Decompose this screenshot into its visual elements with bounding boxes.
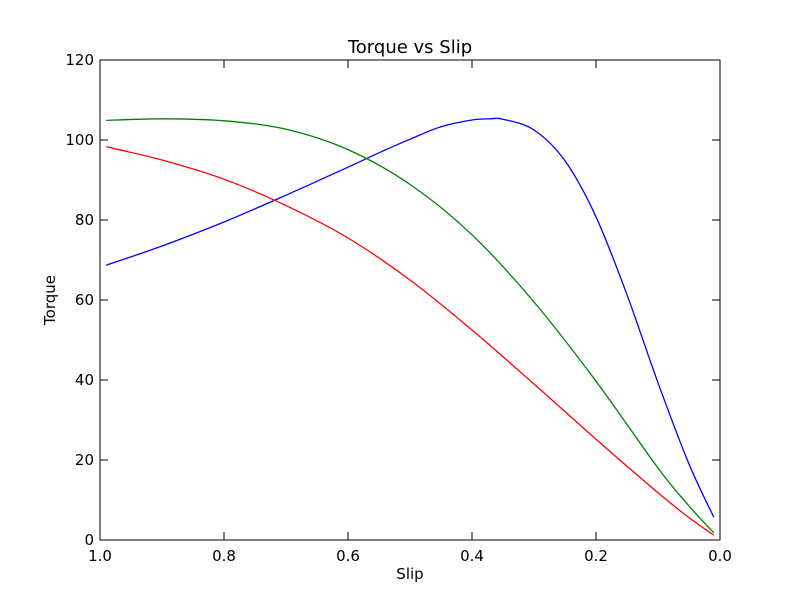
y-tick-label: 0 (84, 531, 94, 549)
x-axis-label: Slip (396, 565, 423, 583)
y-tick-label: 40 (75, 371, 94, 389)
y-tick-label: 60 (75, 291, 94, 309)
chart-title: Torque vs Slip (347, 37, 472, 58)
y-axis-label: Torque (41, 275, 59, 326)
x-tick-label: 0.8 (212, 547, 236, 565)
x-tick-label: 0.0 (708, 547, 732, 565)
series-line-2 (106, 118, 715, 534)
series-line-1 (105, 117, 715, 518)
x-tick-label: 0.4 (460, 547, 484, 565)
y-tick-label: 120 (65, 51, 94, 69)
series-line-3 (106, 146, 715, 536)
y-tick-label: 80 (75, 211, 94, 229)
x-tick-label: 0.6 (336, 547, 360, 565)
x-tick-label: 0.2 (584, 547, 608, 565)
y-tick-label: 20 (75, 451, 94, 469)
y-tick-label: 100 (65, 131, 94, 149)
x-tick-label: 1.0 (88, 547, 112, 565)
series-layer (105, 117, 715, 536)
plot-frame (99, 59, 721, 541)
ticks-layer: 1.0 0.8 0.6 0.4 0.2 0.0 0 20 40 60 80 100 120 (65, 51, 732, 565)
